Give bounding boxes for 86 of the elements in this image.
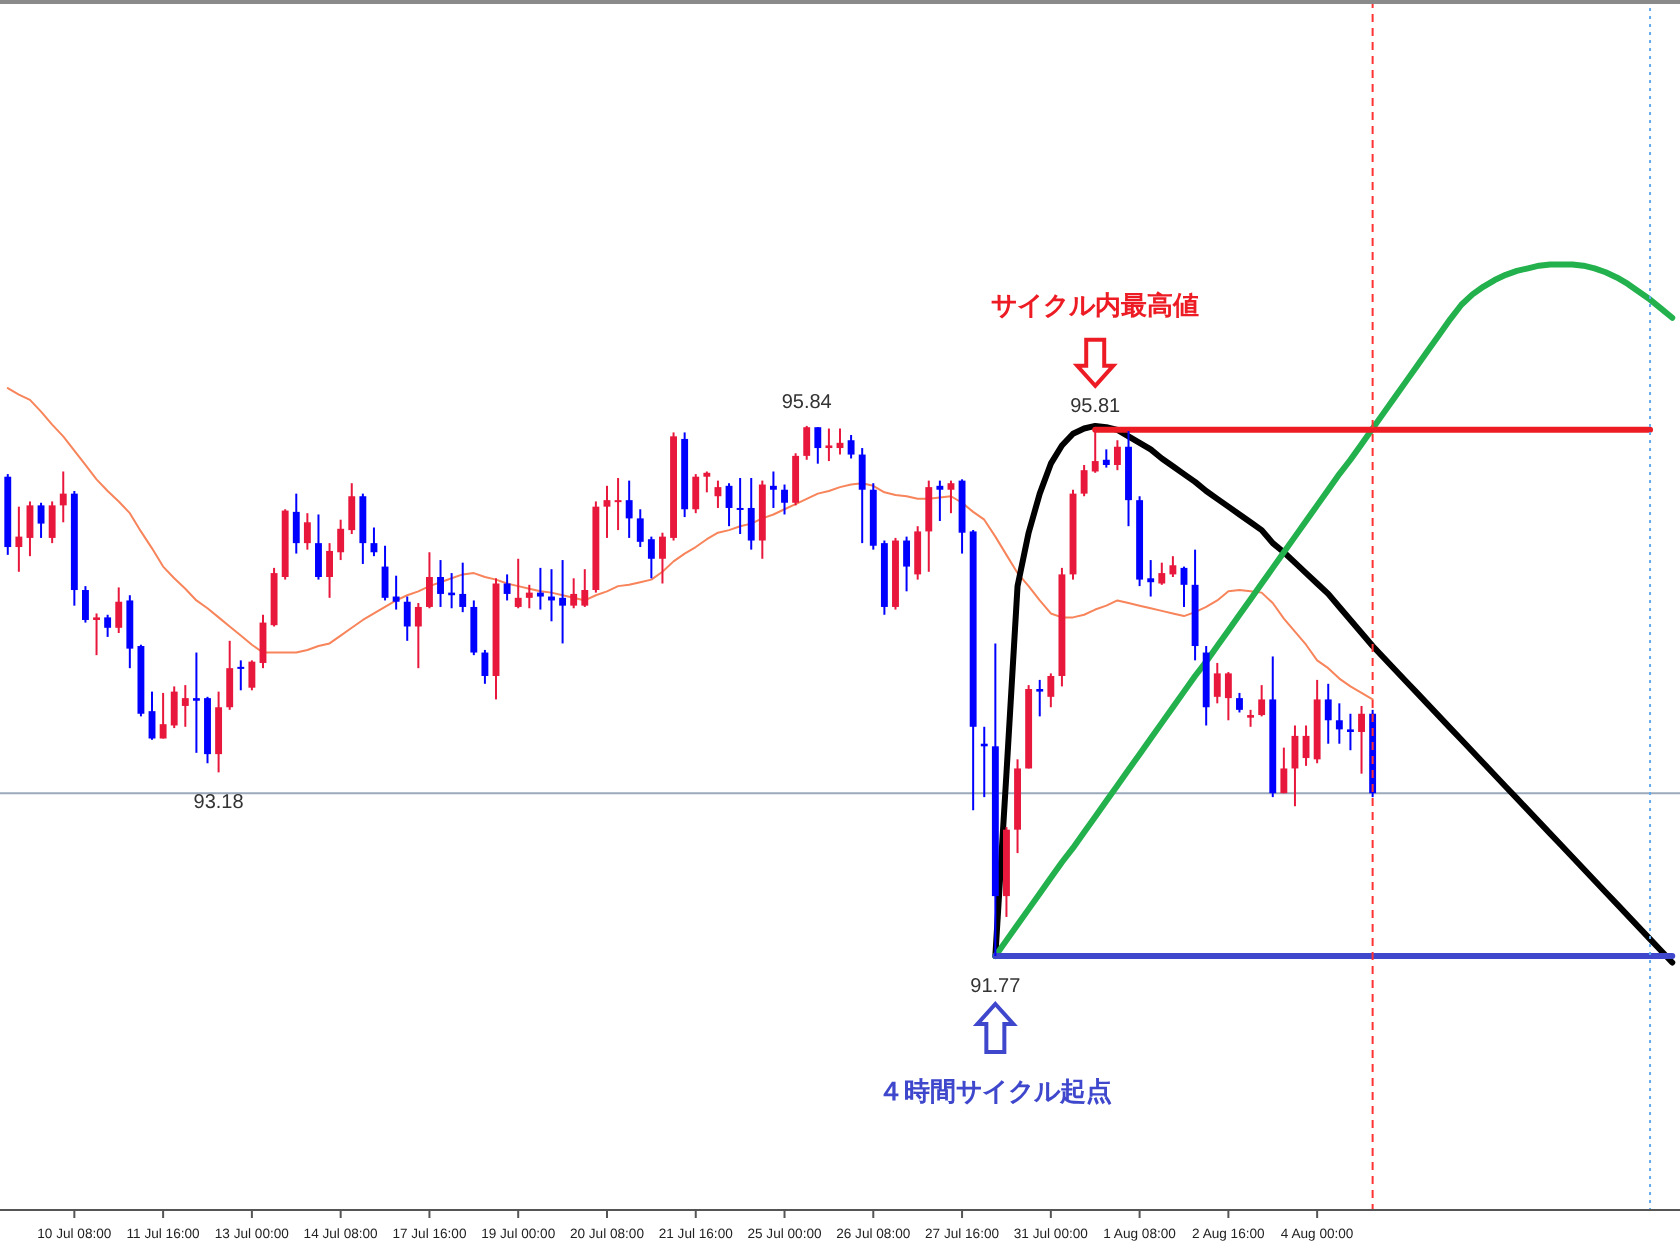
candlestick [237,659,245,692]
candlestick [392,574,400,611]
candlestick [647,535,655,580]
candlestick [348,482,356,536]
candlestick [59,470,67,524]
candlestick [104,613,112,638]
annotation: 93.18 [193,792,245,815]
candlestick [192,651,200,754]
annotation: ４時間サイクル起点 [878,1076,1113,1109]
candlestick [1169,555,1177,578]
candlestick [82,585,89,624]
candlestick [1224,671,1232,722]
candlestick [747,477,755,551]
candlestick [903,535,911,593]
candlestick [93,612,100,657]
candlestick [414,602,422,670]
candlestick [914,525,922,581]
candlestick [315,513,322,581]
candlestick [37,501,45,539]
candlestick [559,559,567,645]
candlestick [292,492,300,555]
candlestick [803,424,811,461]
candlestick [570,577,578,610]
candlestick [337,518,345,562]
candlestick [692,473,700,515]
candlestick [303,512,311,551]
candlestick [1080,463,1088,498]
candlestick [614,477,622,532]
candlestick [858,447,866,545]
candlestick [936,479,944,522]
candlestick [1147,559,1155,598]
candlestick [1047,672,1055,709]
candlestick [1213,661,1221,705]
candlestick [659,531,666,585]
candlestick [326,542,333,599]
candlestick [425,551,433,610]
candlestick [248,659,256,692]
annotation: 95.84 [781,391,833,414]
candlestick [437,559,444,608]
candlestick [1113,439,1121,472]
candlestick [703,470,711,494]
candlestick [181,684,189,728]
candlestick [947,479,955,515]
candlestick [226,639,234,711]
candlestick [1324,682,1332,745]
candlestick [714,479,722,509]
candlestick [736,477,744,536]
candlestick [792,452,800,507]
candlestick [470,599,478,657]
candlestick [1280,746,1288,795]
candlestick [1335,702,1343,745]
candlestick [814,426,822,465]
candlestick [359,492,367,565]
candlestick [536,566,544,611]
candlestick [1258,684,1266,718]
candlestick [825,427,833,463]
candlestick [481,648,489,685]
candlestick [603,484,611,539]
candlestick [581,568,589,608]
candlestick [925,479,933,573]
candlestick [1347,712,1354,752]
candlestick [1236,691,1243,714]
candlestick [1158,561,1166,586]
candlestick [847,434,855,460]
annotation: 95.81 [1070,395,1122,418]
candlestick [1091,428,1099,474]
candlestick [215,690,223,774]
candlestick [15,505,23,573]
candlestick [503,573,511,602]
candlestick [769,470,777,509]
candlestick [403,595,411,642]
candlestick [115,586,123,634]
candlestick [159,691,167,740]
candlestick [636,508,644,549]
annotation: 91.77 [970,976,1022,999]
candlestick [459,561,467,614]
candlestick [1102,448,1110,469]
annotation: サイクル内最高値 [991,289,1200,322]
candlestick [525,583,533,610]
candlestick [48,500,56,545]
candlestick [1358,704,1365,775]
candlestick [514,557,522,610]
candlestick [781,483,788,516]
candlestick [1036,678,1044,718]
candlestick [170,685,178,730]
candlestick [625,479,633,539]
